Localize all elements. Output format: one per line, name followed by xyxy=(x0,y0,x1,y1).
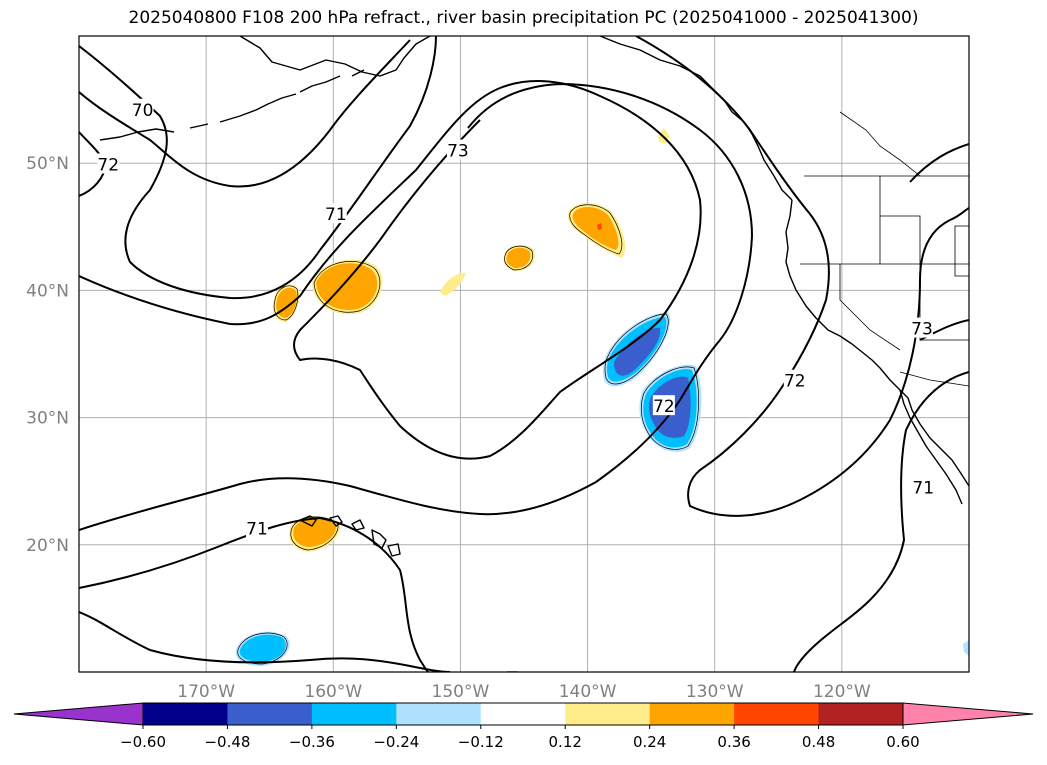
state-boundary xyxy=(839,264,901,351)
contour-label: 72 xyxy=(652,395,675,417)
latitude-label: 50°N xyxy=(26,154,69,174)
contour-label-text: 71 xyxy=(246,519,268,539)
contour-line-71 xyxy=(79,80,702,460)
colorbar-tick-label: −0.36 xyxy=(289,733,335,751)
contour-label: 71 xyxy=(912,476,935,499)
alaska-yukon-border xyxy=(839,111,921,177)
contour-label-text: 71 xyxy=(912,479,934,499)
contour-label-text: 72 xyxy=(784,372,806,392)
colorbar-segment xyxy=(734,703,820,725)
contour-label: 71 xyxy=(246,517,268,539)
contour-label: 70 xyxy=(131,98,154,121)
longitude-label: 150°W xyxy=(432,682,490,702)
colorbar-tick-label: 0.12 xyxy=(549,733,582,751)
us-mexico-border xyxy=(899,371,969,387)
colorbar-tick-label: −0.24 xyxy=(373,733,419,751)
contour-line-71 xyxy=(793,371,969,672)
anomaly-patch-negative xyxy=(614,327,661,376)
baja-california-coast xyxy=(899,389,963,505)
colorbar-segment xyxy=(227,703,313,725)
colorbar-frame xyxy=(142,702,904,726)
contour-labels: 70 72 73 71 72 72 73 71 71 xyxy=(97,98,935,539)
anomaly-patch-positive xyxy=(440,272,466,296)
contour-label: 71 xyxy=(324,203,347,225)
latitude-labels: 50°N 40°N 30°N 20°N xyxy=(26,154,69,556)
longitude-labels: 170°W 160°W 150°W 140°W 130°W 120°W xyxy=(177,682,871,702)
colorbar-segment xyxy=(649,703,735,725)
colorbar-segment xyxy=(565,703,651,725)
colorbar-tick-label: 0.48 xyxy=(802,733,835,751)
longitude-label: 120°W xyxy=(813,682,871,702)
colorbar-segment xyxy=(311,703,397,725)
map-background xyxy=(79,36,969,672)
longitude-label: 130°W xyxy=(686,682,744,702)
colorbar-tick-label: −0.12 xyxy=(458,733,504,751)
longitude-label: 160°W xyxy=(304,682,362,702)
contour-label: 73 xyxy=(446,139,469,161)
map-panel: 70 72 73 71 72 72 73 71 71 50°N 40°N 30°N 20°N 170°… xyxy=(26,35,970,702)
contour-line-71 xyxy=(319,517,429,672)
colorbar-segment xyxy=(143,703,228,725)
colorbar-segment xyxy=(480,703,566,725)
map-frame xyxy=(78,35,970,673)
colorbar-tick-label: 0.24 xyxy=(633,733,666,751)
contour-label-text: 72 xyxy=(97,155,119,175)
contour-label-text: 72 xyxy=(653,397,675,417)
contour-line-72 xyxy=(79,36,437,300)
anomaly-patch-positive xyxy=(572,206,619,250)
colorbar-segment xyxy=(818,703,904,725)
contour-line-71 xyxy=(79,611,451,672)
hawaii-islands xyxy=(299,515,401,557)
colorbar-tick-label: 0.60 xyxy=(886,733,919,751)
colorbar-tick-label: 0.36 xyxy=(717,733,750,751)
colorbar-tick-label: −0.48 xyxy=(204,733,250,751)
contour-line-73 xyxy=(909,143,969,341)
colorbar-segment xyxy=(396,703,482,725)
longitude-label: 170°W xyxy=(177,682,235,702)
contour-label: 72 xyxy=(783,369,806,392)
state-boundary xyxy=(954,225,969,277)
latitude-label: 20°N xyxy=(26,536,69,556)
anomaly-patch-positive xyxy=(293,518,337,547)
alaska-coast xyxy=(239,36,431,77)
contour-label-text: 71 xyxy=(325,205,347,225)
contour-label-text: 73 xyxy=(447,141,469,161)
anomaly-patch-positive xyxy=(506,247,531,268)
longitude-label: 140°W xyxy=(559,682,617,702)
contour-label-text: 70 xyxy=(132,101,154,121)
west-coast-north-america xyxy=(785,199,969,487)
latitude-label: 40°N xyxy=(26,281,69,301)
colorbar-tick-label: −0.60 xyxy=(120,733,166,751)
contour-line-73 xyxy=(79,83,753,531)
map-title: 2025040800 F108 200 hPa refract., river … xyxy=(128,8,919,28)
contour-label-text: 73 xyxy=(911,320,933,340)
refractivity-contours xyxy=(79,36,969,672)
contour-label: 72 xyxy=(97,153,120,175)
anomaly-patch-negative xyxy=(239,634,286,662)
contour-label: 73 xyxy=(910,317,933,340)
colorbar-extend-high xyxy=(902,702,1034,726)
anomaly-patch-positive xyxy=(597,223,602,230)
contour-line-72 xyxy=(635,36,969,517)
alaska-panhandle-coast xyxy=(599,36,793,201)
colorbar-extend-low xyxy=(13,702,144,726)
latitude-label: 30°N xyxy=(26,409,69,429)
contour-line-71 xyxy=(79,517,321,589)
anomaly-patch-negative xyxy=(963,640,969,656)
contour-line-70 xyxy=(79,39,411,188)
colorbar: −0.60 −0.48 −0.36 −0.24 −0.12 0.12 0.24 0.36 0.4… xyxy=(13,702,1034,751)
political-boundaries xyxy=(800,111,969,387)
state-boundary xyxy=(879,176,921,264)
precipitation-anomaly-shading xyxy=(235,128,969,666)
coastlines xyxy=(99,36,969,672)
